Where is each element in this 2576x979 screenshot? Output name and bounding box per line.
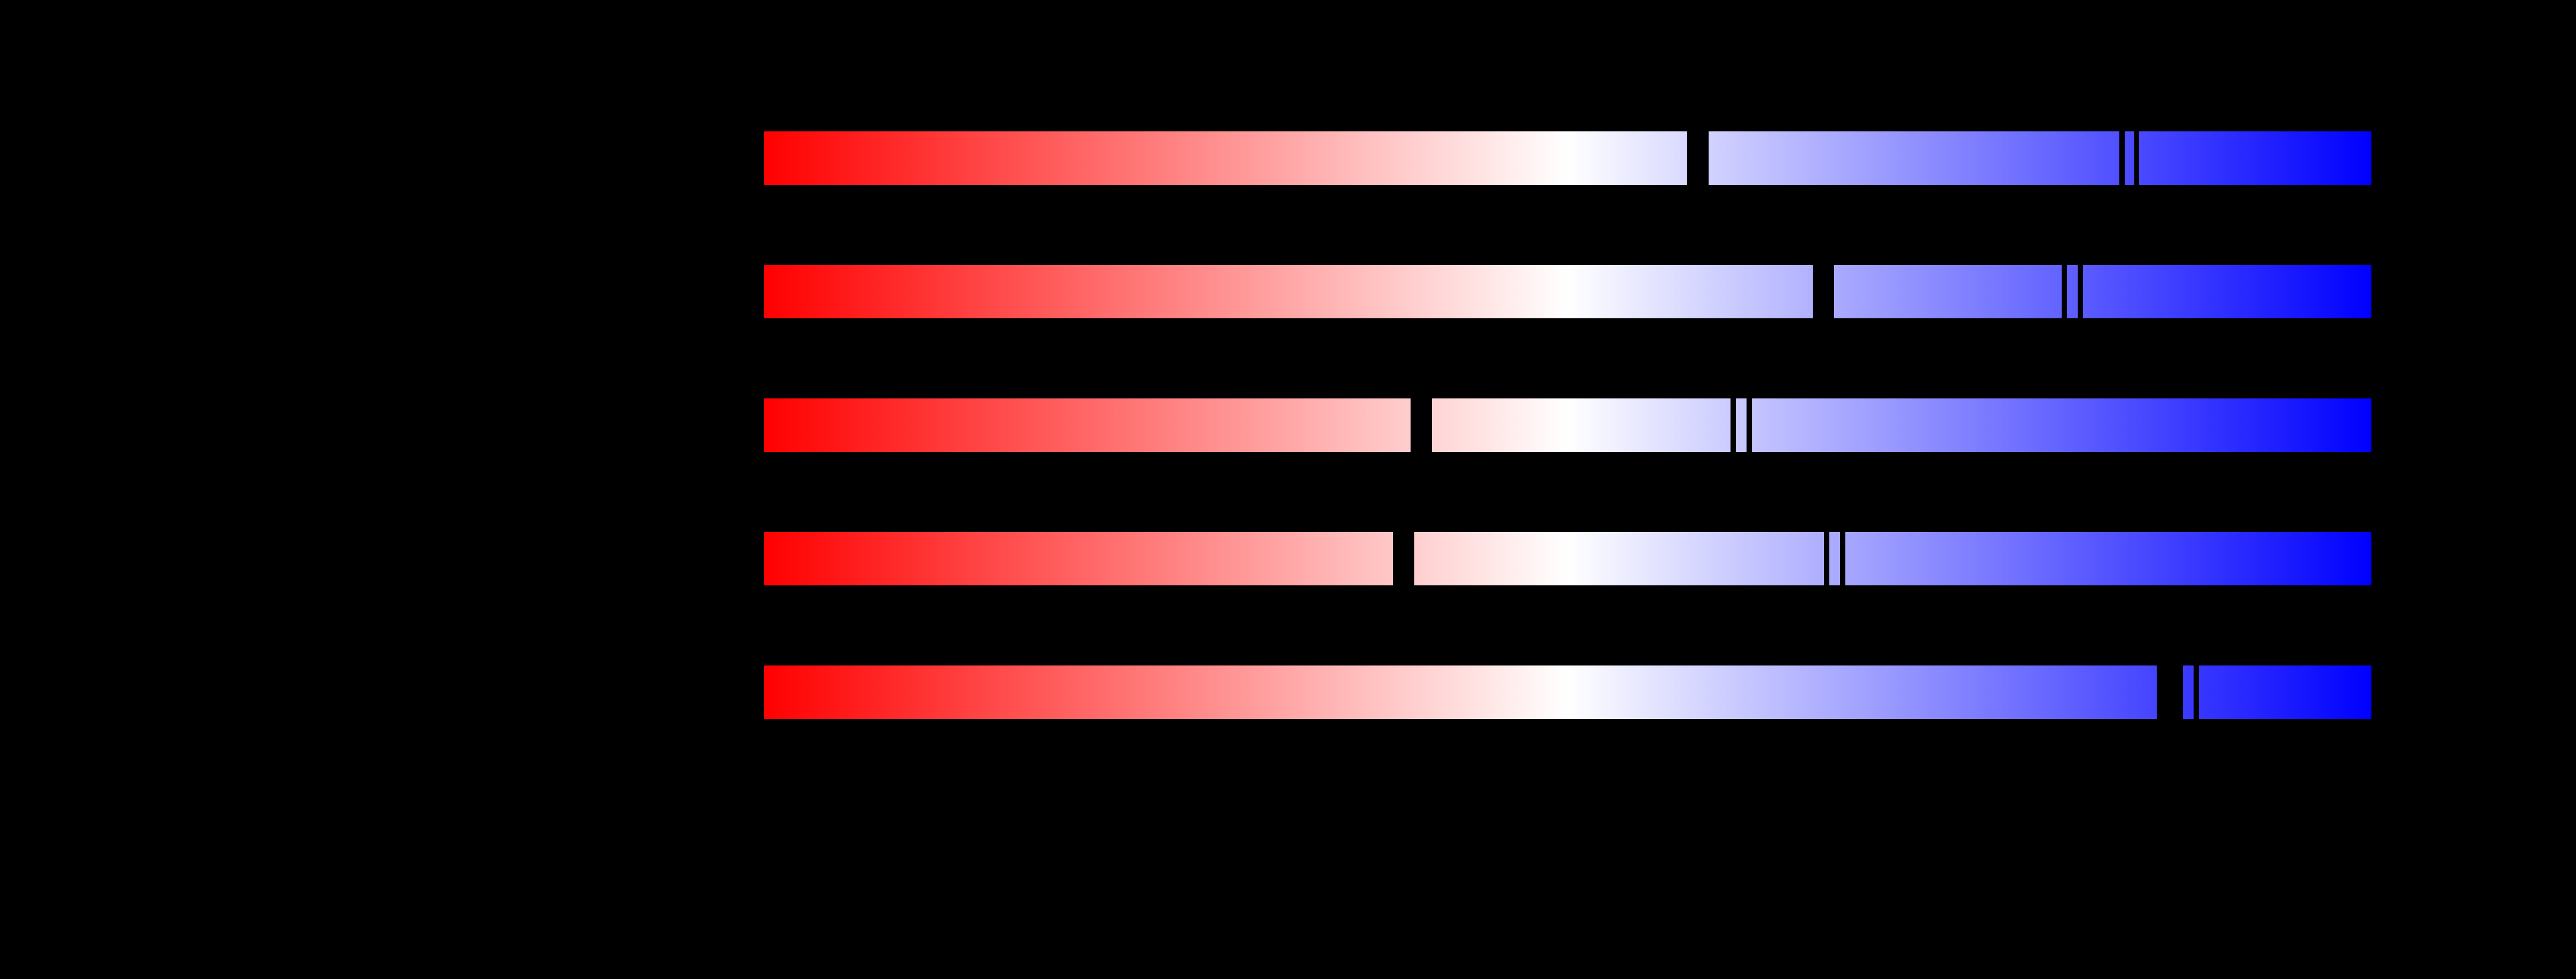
thin-tick-marker-2 xyxy=(2193,665,2199,719)
thick-tick-marker xyxy=(1687,131,1709,185)
thin-tick-marker-2 xyxy=(2078,265,2084,318)
thin-tick-marker-1 xyxy=(2119,131,2125,185)
thin-tick-marker-2 xyxy=(2134,131,2140,185)
gradient-bar-bar-2 xyxy=(764,265,2371,318)
thin-tick-marker-1 xyxy=(2177,665,2183,719)
gradient-bar-bar-3 xyxy=(764,398,2371,452)
thin-tick-marker-2 xyxy=(1839,532,1845,585)
thin-tick-marker-1 xyxy=(1731,398,1736,452)
thin-tick-marker-1 xyxy=(2062,265,2068,318)
gradient-bar-bar-4 xyxy=(764,532,2371,585)
gradient-bar-bar-5 xyxy=(764,665,2371,719)
gradient-bar-bar-1 xyxy=(764,131,2371,185)
thick-tick-marker xyxy=(1812,265,1834,318)
thick-tick-marker xyxy=(1411,398,1432,452)
thin-tick-marker-1 xyxy=(1823,532,1829,585)
thick-tick-marker xyxy=(2156,665,2178,719)
thin-tick-marker-2 xyxy=(1747,398,1752,452)
thick-tick-marker xyxy=(1392,532,1414,585)
